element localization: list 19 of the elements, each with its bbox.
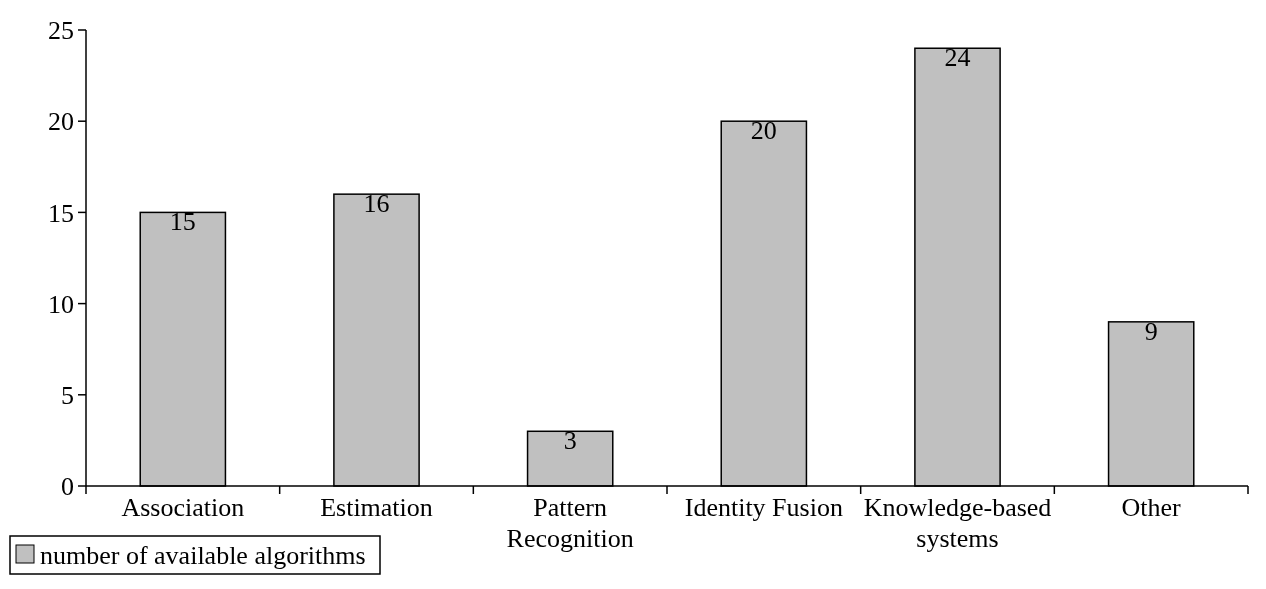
y-tick-label: 20 xyxy=(48,107,74,137)
data-label: 3 xyxy=(563,426,577,456)
y-tick-label: 0 xyxy=(61,472,74,502)
data-label: 15 xyxy=(169,207,196,237)
y-tick-label: 10 xyxy=(48,289,74,319)
y-tick-label: 25 xyxy=(48,16,74,46)
legend-label: number of available algorithms xyxy=(40,541,366,570)
x-tick-label: Pattern Recognition xyxy=(506,493,634,553)
x-tick-label: Association xyxy=(121,493,245,522)
x-tick-label: Other xyxy=(1121,493,1182,522)
data-label: 9 xyxy=(1144,316,1158,346)
x-tick-label: Knowledge-based systems xyxy=(863,493,1052,553)
x-tick-label: Identity Fusion xyxy=(684,493,843,522)
y-tick-label: 5 xyxy=(61,380,74,410)
data-label: 20 xyxy=(750,116,777,146)
x-tick-label: Estimation xyxy=(320,493,433,522)
data-label: 16 xyxy=(363,189,390,219)
y-tick-label: 15 xyxy=(48,198,74,228)
data-label: 24 xyxy=(944,43,971,73)
